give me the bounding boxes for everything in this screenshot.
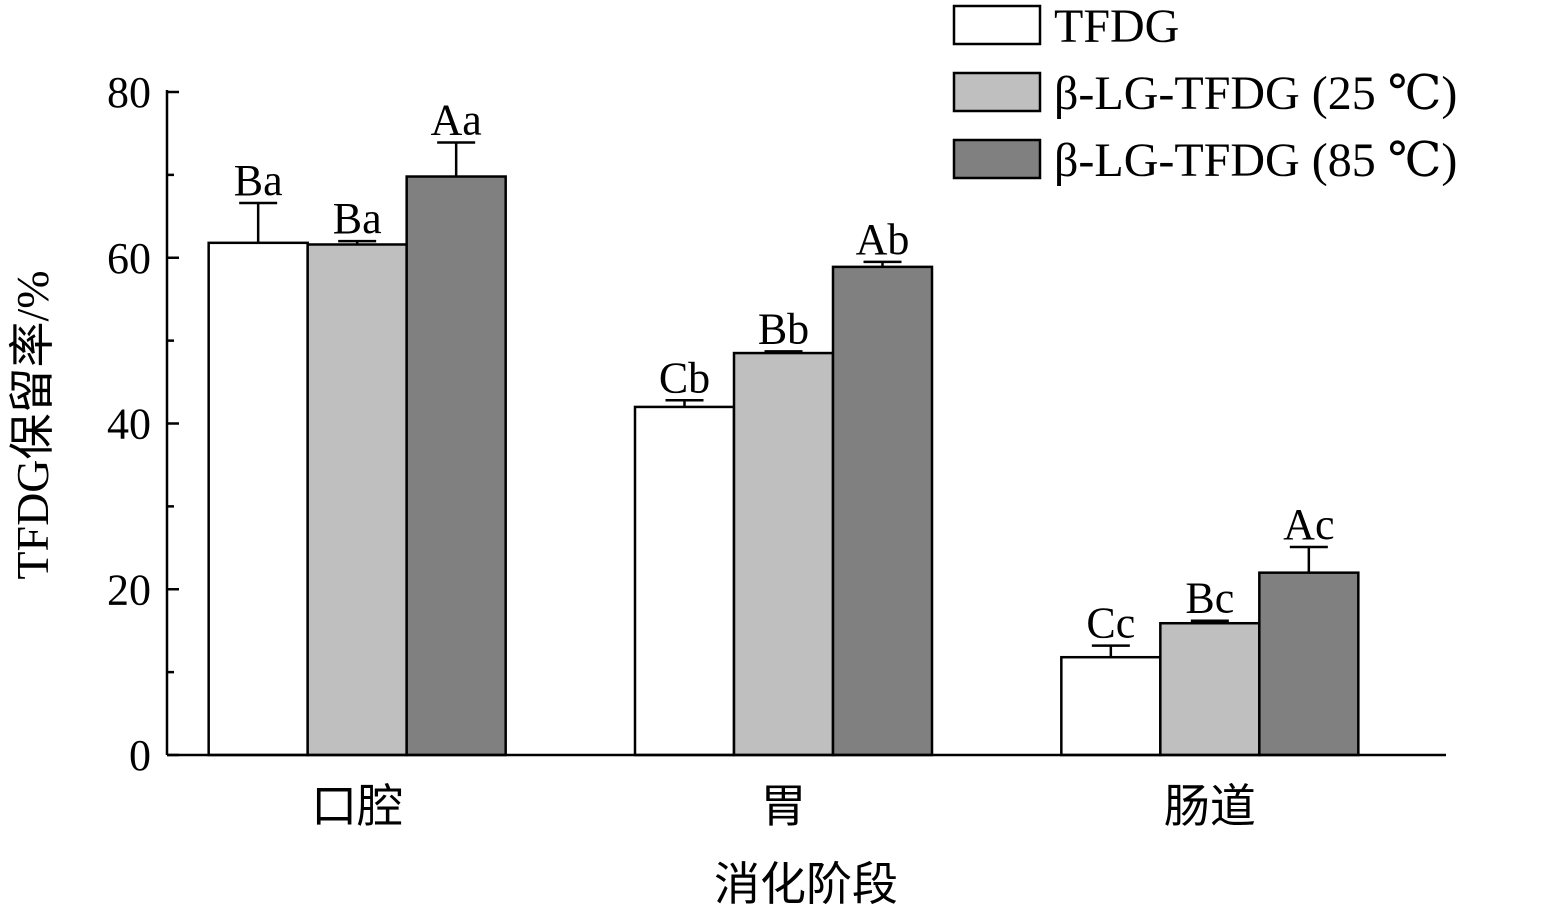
bar (732, 351, 835, 757)
legend-label: TFDG (1054, 0, 1179, 53)
data-label: Bc (1185, 574, 1234, 623)
bar (831, 265, 934, 757)
data-label: Cb (659, 353, 710, 402)
data-label: Ac (1283, 500, 1334, 549)
y-tick-label: 40 (107, 400, 151, 449)
legend-swatch (952, 71, 1042, 113)
data-label: Bb (758, 304, 809, 353)
x-tick-label: 肠道 (1164, 781, 1256, 832)
legend-label: β-LG-TFDG (85 ℃) (1054, 134, 1457, 187)
bar (1159, 621, 1261, 757)
data-label: Ba (234, 156, 283, 205)
bar (633, 405, 736, 757)
y-axis-title: TFDG保留率/% (7, 270, 58, 579)
legend: TFDG β-LG-TFDG (25 ℃) β-LG-TFDG (85 ℃) (952, 0, 1457, 187)
data-label: Ab (856, 215, 910, 264)
legend-label: β-LG-TFDG (25 ℃) (1054, 67, 1457, 120)
x-tick-label: 胃 (761, 781, 807, 832)
legend-swatch (952, 138, 1042, 180)
legend-swatch (952, 4, 1042, 46)
plot-area: Ba Ba Aa Cb Bb Ab Cc Bc Ac (207, 96, 1360, 757)
bar (1060, 655, 1162, 757)
bar (207, 241, 309, 757)
y-tick-label: 80 (107, 68, 151, 117)
bar (306, 243, 408, 757)
y-tick-label: 0 (129, 731, 151, 780)
x-tick-label: 口腔 (311, 781, 403, 832)
data-label: Ba (333, 194, 382, 243)
axes: 0 20 40 60 80 口腔 胃 肠道 (107, 68, 1446, 832)
bar (405, 175, 507, 757)
y-tick-label: 20 (107, 565, 151, 614)
x-axis-title: 消化阶段 (714, 859, 898, 910)
y-tick-label: 60 (107, 234, 151, 283)
data-label: Cc (1086, 599, 1135, 648)
data-label: Aa (431, 96, 482, 145)
bar (1258, 571, 1360, 757)
